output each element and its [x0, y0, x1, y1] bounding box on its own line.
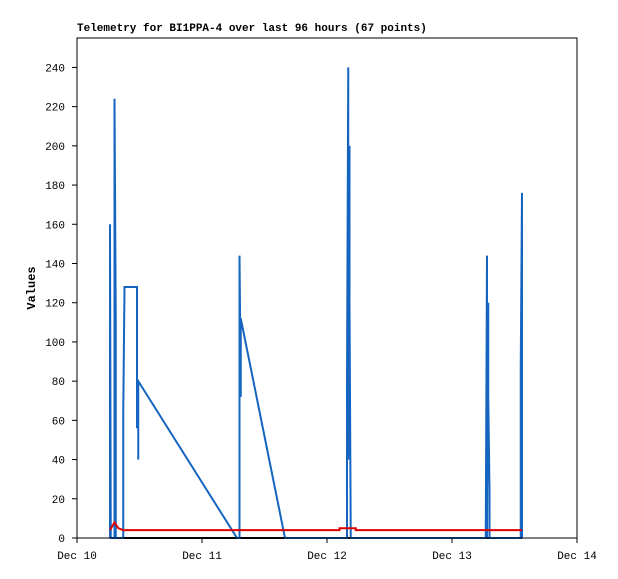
- y-tick-label: 40: [52, 456, 65, 468]
- chart-title: Telemetry for BI1PPA-4 over last 96 hour…: [77, 23, 427, 35]
- y-tick-label: 240: [45, 63, 65, 75]
- y-axis-label: Values: [25, 266, 39, 309]
- x-tick-label: Dec 11: [182, 551, 222, 563]
- y-tick-label: 180: [45, 181, 65, 193]
- y-tick-label: 0: [58, 534, 65, 546]
- y-tick-label: 200: [45, 142, 65, 154]
- x-tick-label: Dec 10: [57, 551, 97, 563]
- y-tick-label: 20: [52, 495, 65, 507]
- x-tick-label: Dec 13: [432, 551, 472, 563]
- x-tick-label: Dec 14: [557, 551, 597, 563]
- y-tick-label: 140: [45, 259, 65, 271]
- y-tick-label: 160: [45, 220, 65, 232]
- y-tick-label: 120: [45, 299, 65, 311]
- y-tick-label: 100: [45, 338, 65, 350]
- y-tick-label: 80: [52, 377, 65, 389]
- y-tick-label: 220: [45, 103, 65, 115]
- y-tick-label: 60: [52, 416, 65, 428]
- series-line: [109, 520, 522, 532]
- x-tick-label: Dec 12: [307, 551, 347, 563]
